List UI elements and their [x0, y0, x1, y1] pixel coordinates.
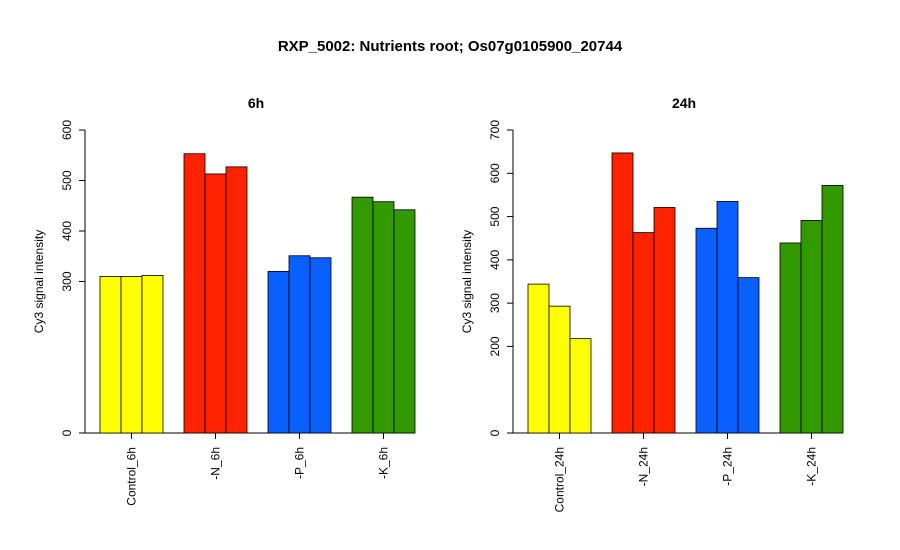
panel-title-1: 24h [672, 95, 696, 111]
x-tick-label-1-2: -P_24h [721, 447, 735, 486]
y-tick-label-0-4: 600 [60, 120, 74, 140]
y-axis-label-0: Cy3 signal intensity [32, 230, 46, 333]
y-tick-label-1-0: 0 [488, 429, 502, 436]
bar-1-2-1 [716, 201, 739, 434]
panel-title-0: 6h [248, 95, 264, 111]
y-tick-label-0-3: 500 [60, 170, 74, 190]
bar-0-0-1 [120, 276, 143, 434]
y-tick-label-1-2: 300 [488, 293, 502, 313]
x-tick-label-1-3: -K_24h [805, 447, 819, 486]
page-title: RXP_5002: Nutrients root; Os07g0105900_2… [277, 38, 623, 55]
bar-0-3-2 [393, 209, 416, 434]
y-tick-label-0-1: 300 [60, 271, 74, 291]
x-tick-label-1-1: -N_24h [637, 447, 651, 486]
bar-1-0-2 [569, 338, 592, 434]
x-tick-label-0-0: Control_6h [125, 447, 139, 506]
bar-1-2-2 [737, 277, 760, 434]
y-tick-label-1-3: 400 [488, 250, 502, 270]
bar-1-0-0 [527, 283, 550, 434]
bar-1-1-1 [632, 232, 655, 434]
bar-0-2-2 [309, 257, 332, 434]
x-tick-label-0-3: -K_6h [377, 447, 391, 479]
y-tick-label-0-2: 400 [60, 221, 74, 241]
bar-1-1-2 [653, 207, 676, 434]
bar-1-2-0 [695, 227, 718, 434]
bar-0-1-0 [183, 153, 206, 434]
bar-0-3-0 [351, 196, 374, 434]
bar-0-1-1 [204, 173, 227, 434]
bar-0-1-2 [225, 166, 248, 434]
bar-1-3-0 [779, 242, 802, 434]
x-tick-label-1-0: Control_24h [553, 447, 567, 512]
bar-1-3-1 [800, 220, 823, 434]
bar-0-2-1 [288, 255, 311, 434]
y-axis-label-1: Cy3 signal intensity [460, 230, 474, 333]
y-tick-label-1-1: 200 [488, 336, 502, 356]
x-tick-label-0-2: -P_6h [293, 447, 307, 479]
bar-0-3-1 [372, 201, 395, 434]
y-tick-label-0-0: 0 [60, 429, 74, 436]
y-tick-label-1-6: 700 [488, 120, 502, 140]
bar-0-2-0 [267, 270, 290, 434]
bar-1-3-2 [821, 185, 844, 434]
bar-0-0-2 [141, 275, 164, 434]
bar-1-0-1 [548, 305, 571, 434]
y-tick-label-1-4: 500 [488, 206, 502, 226]
bar-0-0-0 [99, 276, 122, 434]
bar-1-1-0 [611, 152, 634, 434]
x-tick-label-0-1: -N_6h [209, 447, 223, 480]
y-tick-label-1-5: 600 [488, 163, 502, 183]
